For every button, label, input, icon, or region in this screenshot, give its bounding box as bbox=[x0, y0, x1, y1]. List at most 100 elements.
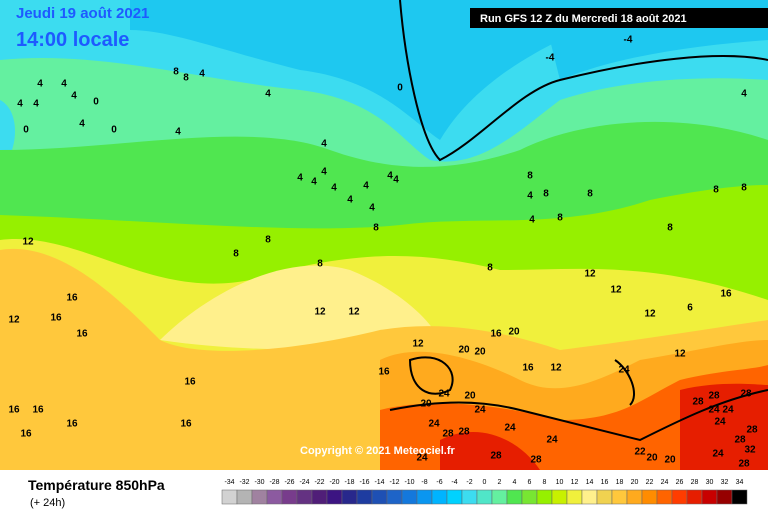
contour-label: 12 bbox=[644, 309, 656, 320]
scale-swatch bbox=[311, 489, 328, 505]
scale-label: 2 bbox=[498, 479, 502, 486]
scale-label: 10 bbox=[556, 479, 564, 486]
contour-label: 24 bbox=[708, 405, 720, 416]
scale-swatch bbox=[626, 489, 643, 505]
scale-label: -12 bbox=[389, 479, 399, 486]
scale-label: -16 bbox=[359, 479, 369, 486]
contour-label: 16 bbox=[20, 429, 32, 440]
scale-label: 32 bbox=[721, 479, 729, 486]
scale-swatch bbox=[401, 489, 418, 505]
contour-label: 16 bbox=[720, 289, 732, 300]
contour-label: 4 bbox=[741, 89, 747, 100]
contour-label: 4 bbox=[79, 119, 85, 130]
copyright: Copyright © 2021 Meteociel.fr bbox=[300, 445, 456, 457]
contour-label: 8 bbox=[713, 185, 719, 196]
contour-label: 8 bbox=[183, 73, 189, 84]
contour-label: 8 bbox=[373, 223, 379, 234]
contour-label: 24 bbox=[504, 423, 516, 434]
contour-label: 24 bbox=[714, 417, 726, 428]
scale-label: -4 bbox=[451, 479, 457, 486]
contour-label: 24 bbox=[546, 435, 558, 446]
contour-label: 20 bbox=[508, 327, 520, 338]
contour-label: 4 bbox=[369, 203, 375, 214]
scale-swatch bbox=[551, 489, 568, 505]
contour-label: 20 bbox=[458, 345, 470, 356]
scale-swatch bbox=[461, 489, 478, 505]
contour-label: 4 bbox=[331, 183, 337, 194]
contour-label: 4 bbox=[175, 127, 181, 138]
scale-label: 14 bbox=[586, 479, 594, 486]
date-label: Jeudi 19 août 2021 bbox=[16, 5, 149, 22]
contour-label: 20 bbox=[664, 455, 676, 466]
contour-label: 24 bbox=[722, 405, 734, 416]
contour-label: 12 bbox=[314, 307, 326, 318]
scale-label: -34 bbox=[224, 479, 234, 486]
contour-label: 20 bbox=[474, 347, 486, 358]
contour-label: 8 bbox=[265, 235, 271, 246]
contour-label: 8 bbox=[557, 213, 563, 224]
scale-swatch bbox=[491, 489, 508, 505]
scale-swatch bbox=[281, 489, 298, 505]
contour-label: 16 bbox=[184, 377, 196, 388]
contour-label: 16 bbox=[490, 329, 502, 340]
contour-label: 28 bbox=[458, 427, 470, 438]
scale-swatch bbox=[296, 489, 313, 505]
contour-label: 4 bbox=[321, 167, 327, 178]
contour-label: 4 bbox=[17, 99, 23, 110]
contour-label: 20 bbox=[464, 391, 476, 402]
contour-label: 4 bbox=[71, 91, 77, 102]
contour-label: 20 bbox=[420, 399, 432, 410]
scale-swatch bbox=[731, 489, 748, 505]
contour-label: 4 bbox=[297, 173, 303, 184]
color-scale: -34 -32 -30 -28 -26 -24 -22 -20 -18 -16 -14 -12 -10-… bbox=[221, 479, 748, 505]
scale-swatch bbox=[356, 489, 373, 505]
contour-label: 24 bbox=[428, 419, 440, 430]
contour-label: 8 bbox=[543, 189, 549, 200]
scale-label: 22 bbox=[646, 479, 654, 486]
scale-label: 28 bbox=[691, 479, 699, 486]
contour-label: 12 bbox=[8, 315, 20, 326]
scale-swatch bbox=[566, 489, 583, 505]
contour-label: 4 bbox=[387, 171, 393, 182]
contour-label: 28 bbox=[740, 389, 752, 400]
contour-label: 0 bbox=[111, 125, 117, 136]
scale-swatch bbox=[686, 489, 703, 505]
scale-swatch bbox=[251, 489, 268, 505]
contour-label: 12 bbox=[348, 307, 360, 318]
scale-swatch bbox=[431, 489, 448, 505]
contour-label: 22 bbox=[634, 447, 646, 458]
scale-label: -14 bbox=[374, 479, 384, 486]
scale-label: 30 bbox=[706, 479, 714, 486]
contour-label: 4 bbox=[311, 177, 317, 188]
legend-title: Température 850hPa bbox=[28, 477, 165, 493]
contour-label: 12 bbox=[674, 349, 686, 360]
contour-label: 28 bbox=[746, 425, 758, 436]
scale-label: -20 bbox=[329, 479, 339, 486]
scale-label: 18 bbox=[616, 479, 624, 486]
scale-swatch bbox=[701, 489, 718, 505]
contour-label: 8 bbox=[487, 263, 493, 274]
scale-label: 4 bbox=[513, 479, 517, 486]
scale-label: -26 bbox=[284, 479, 294, 486]
contour-label: 6 bbox=[687, 303, 693, 314]
contour-label: 4 bbox=[347, 195, 353, 206]
scale-swatch bbox=[656, 489, 673, 505]
temp-zone bbox=[440, 383, 768, 470]
legend-subtitle: (+ 24h) bbox=[30, 497, 65, 509]
contour-label: 12 bbox=[610, 285, 622, 296]
contour-label: 4 bbox=[363, 181, 369, 192]
scale-label: -24 bbox=[299, 479, 309, 486]
scale-label: 24 bbox=[661, 479, 669, 486]
contour-label: 16 bbox=[32, 405, 44, 416]
contour-label: -4 bbox=[546, 53, 555, 64]
contour-label: 12 bbox=[22, 237, 34, 248]
scale-swatch bbox=[641, 489, 658, 505]
contour-label: -4 bbox=[624, 35, 633, 46]
contour-label: 28 bbox=[738, 459, 750, 470]
scale-label: 6 bbox=[528, 479, 532, 486]
run-label: Run GFS 12 Z du Mercredi 18 août 2021 bbox=[480, 13, 687, 25]
contour-label: 4 bbox=[527, 191, 533, 202]
scale-label: 12 bbox=[571, 479, 579, 486]
contour-label: 4 bbox=[37, 79, 43, 90]
